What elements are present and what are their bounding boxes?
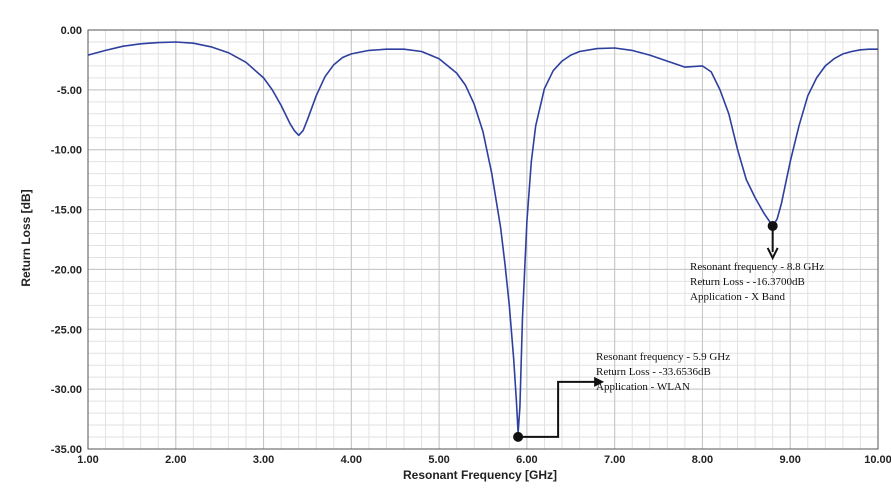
x-tick-label: 1.00 <box>77 454 98 466</box>
annotations: Resonant frequency - 5.9 GHz Return Loss … <box>513 220 824 442</box>
callout-arrow-line <box>518 380 597 438</box>
series-line <box>87 41 878 434</box>
annotation-text: Application - WLAN <box>596 381 690 393</box>
y-tick-label: 0.00 <box>61 25 82 37</box>
arrowhead-icon <box>766 247 779 261</box>
annotation-text: Resonant frequency - 8.8 GHz <box>690 261 824 273</box>
y-tick-label: -25.00 <box>51 324 82 336</box>
y-tick-label: -35.00 <box>51 444 82 456</box>
x-tick-label: 5.00 <box>428 454 449 466</box>
x-tick-label: 8.00 <box>692 454 713 466</box>
annotation-text: Resonant frequency - 5.9 GHz <box>596 351 730 363</box>
x-tick-label: 4.00 <box>341 454 362 466</box>
x-tick-label: 10.00 <box>864 454 891 466</box>
tick-labels: 1.00 2.00 3.00 4.00 5.00 6.00 7.00 8.00 9.00 10.0… <box>51 25 891 466</box>
grid-layer <box>87 29 879 450</box>
plot-border <box>87 29 879 450</box>
series-layer <box>87 41 878 434</box>
y-tick-label: -10.00 <box>51 145 82 157</box>
x-tick-label: 7.00 <box>604 454 625 466</box>
annotation-text: Return Loss - -16.3700dB <box>690 276 805 288</box>
x-tick-label: 2.00 <box>165 454 186 466</box>
x-axis-title: Resonant Frequency [GHz] <box>403 468 557 482</box>
plot-frame <box>87 29 879 450</box>
annotation-text: Return Loss - -33.6536dB <box>596 366 711 378</box>
y-tick-label: -20.00 <box>51 264 82 276</box>
y-axis-title: Return Loss [dB] <box>19 189 33 286</box>
x-tick-label: 6.00 <box>516 454 537 466</box>
y-tick-label: -15.00 <box>51 205 82 217</box>
y-tick-label: -30.00 <box>51 384 82 396</box>
y-tick-label: -5.00 <box>57 85 82 97</box>
arrowhead-icon <box>594 376 605 387</box>
x-tick-label: 3.00 <box>253 454 274 466</box>
annotation-text: Application - X Band <box>690 291 786 303</box>
x-tick-label: 9.00 <box>780 454 801 466</box>
